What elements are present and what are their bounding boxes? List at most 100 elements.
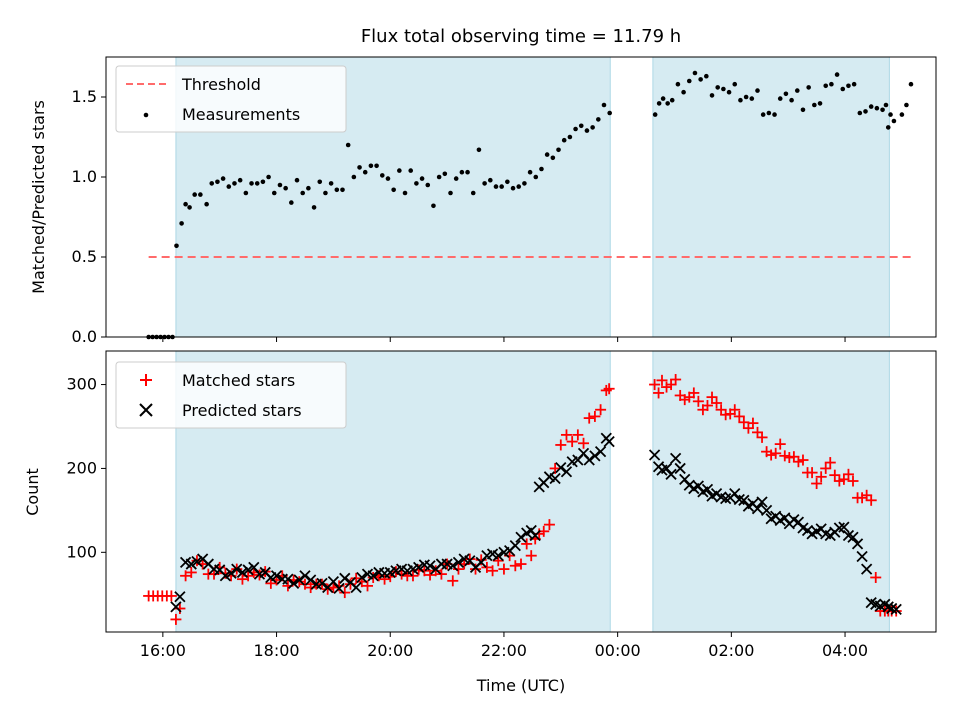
measurement-point [665, 101, 670, 106]
measurement-point [187, 205, 192, 210]
legend-predicted-label: Predicted stars [182, 401, 302, 420]
measurement-point [556, 147, 561, 153]
measurement-point [215, 179, 220, 185]
matched-star-point [578, 437, 590, 449]
count-legend-box [115, 361, 347, 429]
matched-star-point [756, 431, 768, 443]
matched-star-point [424, 569, 436, 581]
measurement-point [254, 181, 260, 186]
matched-star-point [829, 469, 841, 481]
measurement-point [516, 184, 522, 189]
measurement-point [669, 97, 675, 103]
measurement-point [567, 134, 573, 140]
matched-star-point [322, 583, 334, 595]
measurement-point [704, 73, 709, 79]
matched-star-point [865, 494, 877, 506]
matched-star-point [487, 565, 499, 577]
predicted-star-point [191, 555, 203, 568]
predicted-star-point [333, 582, 345, 595]
count-x-ticks: 16:00 18:00 20:00 22:00 00:00 02:00 04:00 [140, 632, 868, 660]
measurement-point [379, 173, 385, 178]
measurement-point [198, 192, 203, 197]
matched-star-point [481, 561, 493, 573]
matched-star-point [165, 590, 177, 602]
ratio-y-tick-label: 0.5 [72, 247, 97, 266]
x-tick-label: 00:00 [595, 641, 641, 660]
measurement-point [232, 181, 237, 186]
predicted-star-point [890, 603, 902, 615]
predicted-star-point [305, 574, 317, 586]
matched-star-point [842, 468, 854, 480]
legend-matched-label: Matched stars [182, 371, 295, 390]
predicted-star-point [287, 577, 300, 589]
matched-star-point [797, 454, 809, 466]
measurement-point [436, 174, 442, 180]
predicted-star-point [660, 462, 673, 475]
measurement-point [174, 243, 179, 249]
legend-measurements-label: Measurements [182, 105, 300, 124]
predicted-star-point [560, 466, 573, 478]
measurement-point [419, 176, 425, 181]
legend-measurements-swatch [143, 112, 149, 118]
predicted-star-point [350, 581, 362, 594]
measurement-point [357, 165, 362, 170]
matched-star-point [733, 410, 745, 422]
matched-star-point [572, 429, 584, 441]
measurement-point [397, 168, 402, 173]
measurement-point [482, 181, 487, 186]
matched-star-point [265, 577, 277, 589]
ratio-frame [105, 56, 937, 338]
measurement-point [459, 169, 465, 175]
measurement-point [590, 125, 595, 130]
measurement-point [183, 201, 188, 207]
predicted-star-point [589, 450, 601, 462]
matched-star-point [583, 412, 595, 424]
predicted-star-point [174, 591, 186, 603]
measurement-point [806, 85, 811, 90]
x-tick-label: 16:00 [140, 641, 186, 660]
predicted-star-point [692, 480, 705, 492]
matched-star-point [379, 573, 391, 585]
measurement-point [883, 102, 889, 108]
predicted-star-point [882, 601, 894, 613]
measurement-point [505, 179, 510, 185]
predicted-star-point [529, 529, 541, 542]
measurement-point [660, 96, 666, 101]
predicted-star-point [847, 531, 859, 543]
ratio-y-tick-label: 1.0 [72, 167, 97, 186]
measurement-point [425, 182, 431, 188]
measurement-point [294, 177, 300, 183]
measurement-point [846, 83, 851, 89]
matched-star-point [180, 570, 192, 582]
predicted-star-point [231, 563, 243, 575]
predicted-star-point [299, 570, 311, 582]
predicted-star-point [236, 566, 249, 579]
x-tick-label: 22:00 [481, 641, 527, 660]
ratio-y-tick-label: 1.5 [72, 87, 97, 106]
count-plot-area [143, 374, 902, 625]
measurement-point [698, 77, 703, 82]
measurement-point [402, 190, 408, 196]
measurement-point [760, 112, 766, 117]
ratio-y-ticks: 0.0 0.5 1.0 1.5 [72, 87, 106, 346]
matched-star-point [435, 568, 447, 580]
measurement-point [550, 155, 556, 161]
count-frame [105, 350, 937, 633]
measurement-point [277, 182, 283, 188]
legend-threshold-label: Threshold [181, 75, 261, 94]
count-y-tick-label: 200 [66, 458, 97, 477]
measurement-point [510, 185, 516, 191]
matched-star-point [418, 565, 430, 577]
measurement-point [243, 190, 249, 196]
predicted-star-point [861, 563, 873, 575]
measurement-point [656, 101, 662, 106]
predicted-star-point [549, 472, 561, 485]
matched-star-point [170, 613, 182, 625]
measurement-point [408, 168, 414, 173]
matched-star-point [464, 553, 476, 565]
predicted-star-point [555, 461, 567, 474]
measurement-point [527, 169, 533, 175]
x-tick-label: 04:00 [822, 641, 868, 660]
predicted-star-point [270, 570, 283, 582]
legend-predicted-swatch [139, 403, 153, 417]
